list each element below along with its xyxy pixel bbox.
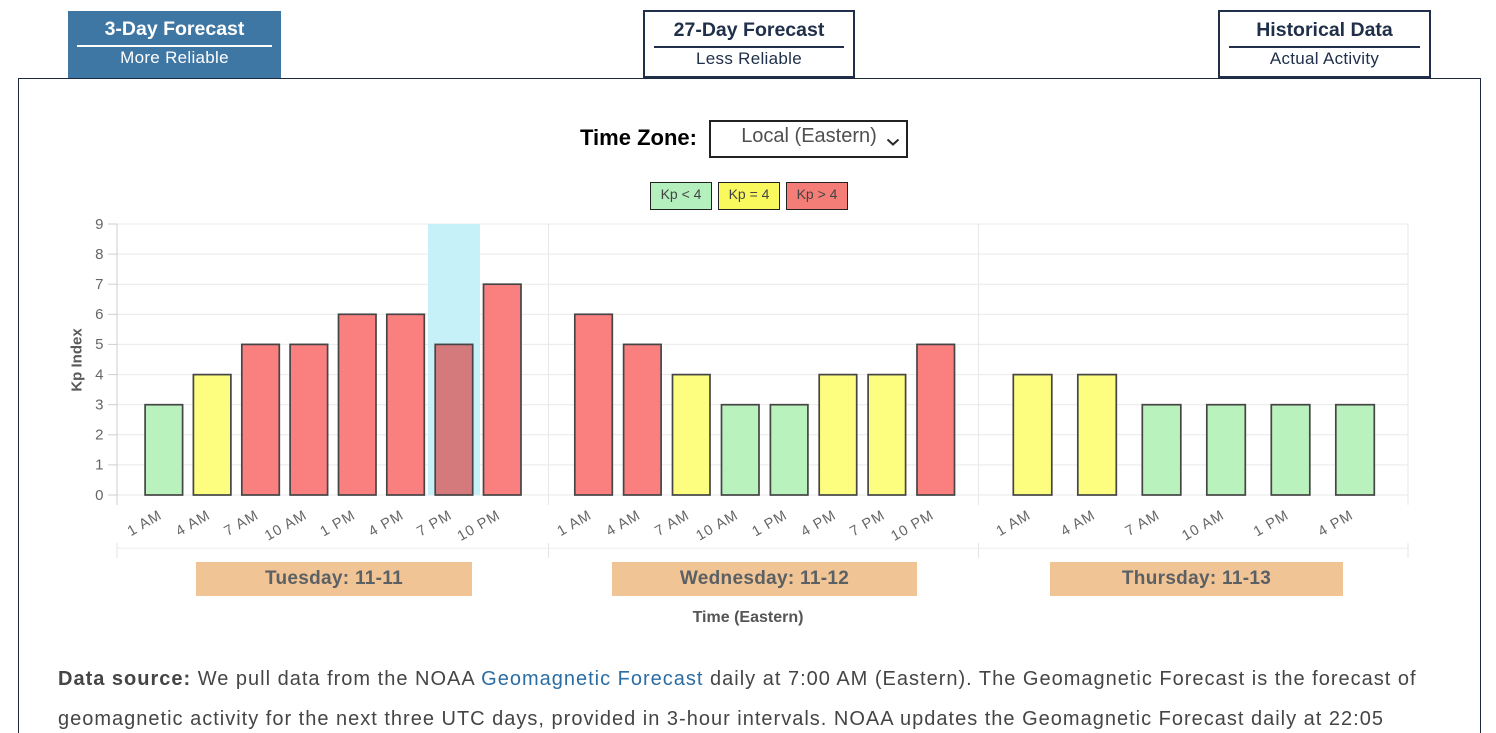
svg-text:1 AM: 1 AM bbox=[125, 507, 165, 539]
svg-text:0: 0 bbox=[95, 487, 103, 504]
svg-text:7 AM: 7 AM bbox=[652, 507, 692, 539]
svg-text:1: 1 bbox=[95, 457, 103, 474]
svg-text:4 PM: 4 PM bbox=[1316, 507, 1357, 540]
svg-text:2: 2 bbox=[95, 427, 103, 444]
svg-text:4 AM: 4 AM bbox=[1058, 507, 1098, 539]
svg-text:4: 4 bbox=[95, 366, 103, 383]
svg-text:1 PM: 1 PM bbox=[1251, 507, 1292, 540]
svg-text:7 AM: 7 AM bbox=[222, 507, 262, 539]
svg-text:7 PM: 7 PM bbox=[847, 507, 888, 540]
svg-text:4 AM: 4 AM bbox=[173, 507, 213, 539]
svg-text:Kp Index: Kp Index bbox=[69, 328, 86, 392]
svg-text:7: 7 bbox=[95, 276, 103, 293]
svg-text:4 PM: 4 PM bbox=[366, 507, 407, 540]
svg-text:10 PM: 10 PM bbox=[455, 507, 504, 544]
svg-text:10 AM: 10 AM bbox=[262, 507, 310, 544]
svg-text:4 PM: 4 PM bbox=[798, 507, 839, 540]
svg-text:10 PM: 10 PM bbox=[888, 507, 937, 544]
svg-text:8: 8 bbox=[95, 246, 103, 263]
svg-text:9: 9 bbox=[95, 216, 103, 233]
svg-text:1 PM: 1 PM bbox=[318, 507, 359, 540]
svg-text:1 AM: 1 AM bbox=[555, 507, 595, 539]
svg-text:4 AM: 4 AM bbox=[604, 507, 644, 539]
svg-text:1 AM: 1 AM bbox=[994, 507, 1034, 539]
svg-text:7 PM: 7 PM bbox=[414, 507, 455, 540]
svg-text:7 AM: 7 AM bbox=[1123, 507, 1163, 539]
svg-text:10 AM: 10 AM bbox=[693, 507, 741, 544]
svg-text:10 AM: 10 AM bbox=[1179, 507, 1227, 544]
svg-text:3: 3 bbox=[95, 397, 103, 414]
svg-text:1 PM: 1 PM bbox=[750, 507, 791, 540]
svg-text:5: 5 bbox=[95, 336, 103, 353]
svg-text:6: 6 bbox=[95, 306, 103, 323]
